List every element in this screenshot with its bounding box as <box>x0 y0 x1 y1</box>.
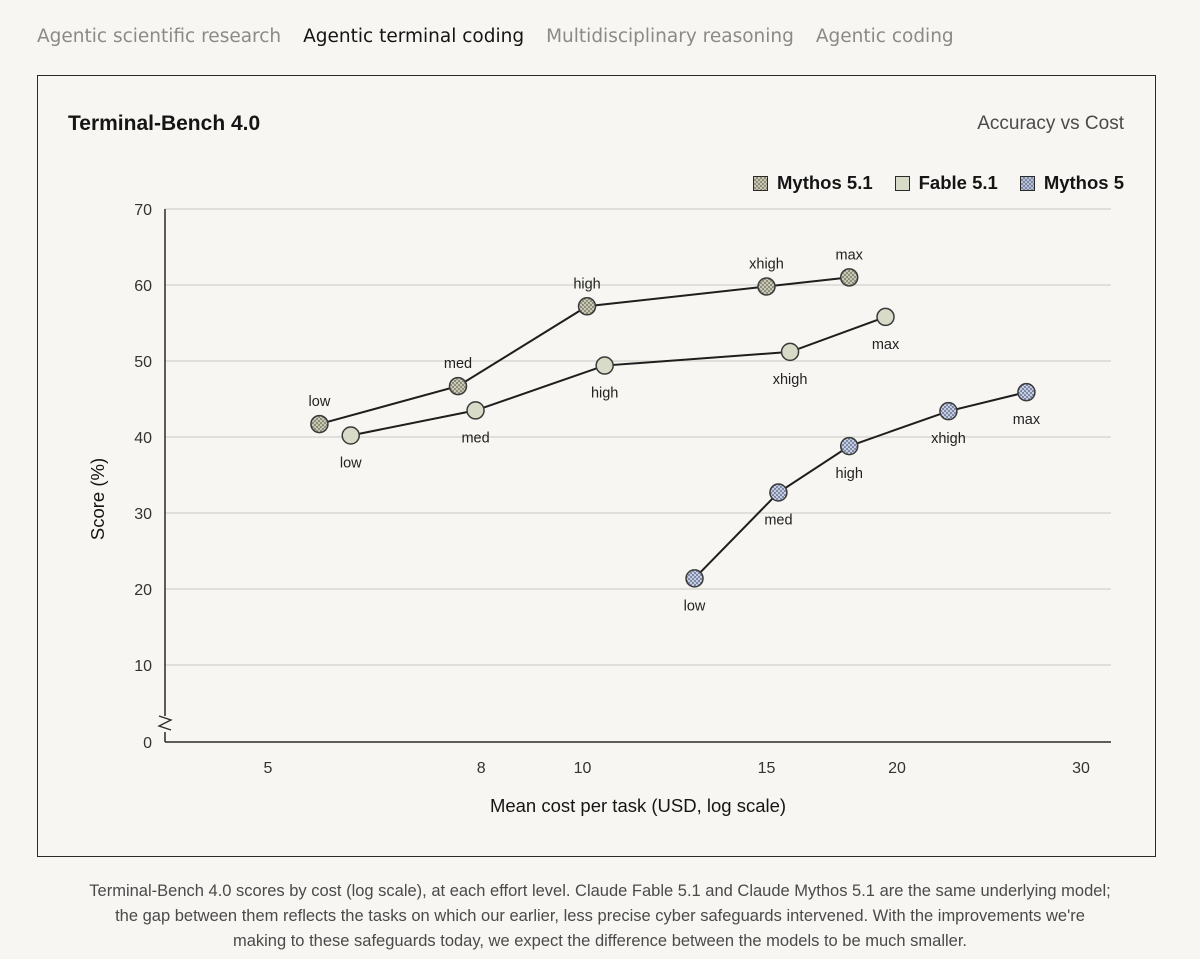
legend-label: Mythos 5.1 <box>777 172 873 193</box>
data-label: low <box>340 455 362 471</box>
caption-line: the gap between them reflects the tasks … <box>115 907 1085 925</box>
y-tick-label: 10 <box>134 658 152 675</box>
data-label: high <box>836 466 863 482</box>
data-point[interactable] <box>876 307 895 327</box>
data-point[interactable] <box>1017 382 1036 402</box>
chart-card: 10 20 30 40 50 60 70 0 5 8 10 15 20 30 Mean cost per t… <box>37 75 1156 857</box>
data-point[interactable] <box>577 297 597 316</box>
data-label: xhigh <box>773 372 808 388</box>
y-axis-title: Score (%) <box>87 458 108 540</box>
data-point[interactable] <box>839 268 859 287</box>
caption-line: making to these safeguards today, we exp… <box>232 932 968 950</box>
data-point[interactable] <box>780 342 800 362</box>
y-tick-label: 30 <box>134 506 152 523</box>
legend-item-mythos-5[interactable]: Mythos 5 <box>1019 172 1124 194</box>
legend-swatch-mythos-5-1 <box>753 175 769 191</box>
legend-item-mythos-5-1[interactable]: Mythos 5.1 <box>753 172 873 194</box>
x-tick-label: 10 <box>574 760 592 777</box>
series-mythos-5-1: low med high xhigh max <box>309 247 864 434</box>
y-tick-label: 20 <box>134 582 152 599</box>
data-label: low <box>309 394 331 410</box>
series-line <box>693 391 1027 580</box>
x-tick-label: 30 <box>1072 760 1090 777</box>
data-label: med <box>444 356 472 372</box>
data-point[interactable] <box>341 426 360 445</box>
gridlines <box>165 208 1111 666</box>
data-label: low <box>684 598 706 614</box>
chart-caption: Terminal-Bench 4.0 scores by cost (log s… <box>30 879 1170 954</box>
data-point[interactable] <box>769 483 788 502</box>
x-tick-label: 20 <box>888 760 906 777</box>
tab-agentic-scientific-research[interactable]: Agentic scientific research <box>37 26 282 47</box>
chart-title: Terminal-Bench 4.0 <box>68 112 261 135</box>
y-tick-label: 60 <box>134 278 152 295</box>
data-label: max <box>872 337 900 353</box>
legend-label: Fable 5.1 <box>918 172 998 193</box>
data-label: med <box>461 430 489 446</box>
y-tick-label: 70 <box>134 202 152 219</box>
legend-label: Mythos 5 <box>1043 172 1124 193</box>
tab-bar: Agentic scientific research Agentic term… <box>37 26 954 47</box>
data-label: max <box>1013 412 1041 428</box>
tab-multidisciplinary-reasoning[interactable]: Multidisciplinary reasoning <box>546 26 794 47</box>
x-tick-label: 5 <box>264 760 273 777</box>
axis-break-mark <box>157 715 173 731</box>
data-label: med <box>764 512 792 528</box>
chart-canvas: 10 20 30 40 50 60 70 0 5 8 10 15 20 30 Mean cost per t… <box>87 202 1111 816</box>
series-fable-5-1: low med high xhigh max <box>340 307 900 471</box>
x-axis-title: Mean cost per task (USD, log scale) <box>490 795 786 816</box>
chart-legend: Mythos 5.1 Fable 5.1 Mythos 5 <box>753 172 1124 194</box>
series-layer: low med high xhigh max low med high xhigh max low m… <box>309 247 1041 614</box>
axes: 10 20 30 40 50 60 70 0 5 8 10 15 20 30 Mean cost per t… <box>87 202 1111 816</box>
data-point[interactable] <box>595 356 614 375</box>
data-point[interactable] <box>448 376 468 396</box>
data-point[interactable] <box>685 569 704 588</box>
data-label: xhigh <box>749 257 784 273</box>
legend-item-fable-5-1[interactable]: Fable 5.1 <box>894 172 998 194</box>
legend-swatch-mythos-5 <box>1019 175 1035 191</box>
series-mythos-5: low med high xhigh max <box>684 382 1041 614</box>
x-tick-label: 15 <box>758 760 776 777</box>
data-label: high <box>573 276 600 292</box>
data-point[interactable] <box>839 436 859 456</box>
y-tick-label: 40 <box>134 430 152 447</box>
data-point[interactable] <box>757 277 776 296</box>
tab-agentic-coding[interactable]: Agentic coding <box>815 26 954 47</box>
y-tick-label: 50 <box>134 354 152 371</box>
data-label: xhigh <box>931 431 966 447</box>
caption-line: Terminal-Bench 4.0 scores by cost (log s… <box>89 882 1111 900</box>
x-tick-label: 8 <box>477 760 486 777</box>
data-point[interactable] <box>466 401 485 420</box>
chart-subtitle: Accuracy vs Cost <box>977 113 1124 134</box>
data-label: high <box>591 386 618 402</box>
data-point[interactable] <box>310 414 329 434</box>
data-point[interactable] <box>939 401 958 421</box>
data-label: max <box>836 247 864 263</box>
legend-swatch-fable-5-1 <box>894 175 910 191</box>
tab-agentic-terminal-coding[interactable]: Agentic terminal coding <box>303 26 525 47</box>
y-tick-label: 0 <box>143 735 152 752</box>
